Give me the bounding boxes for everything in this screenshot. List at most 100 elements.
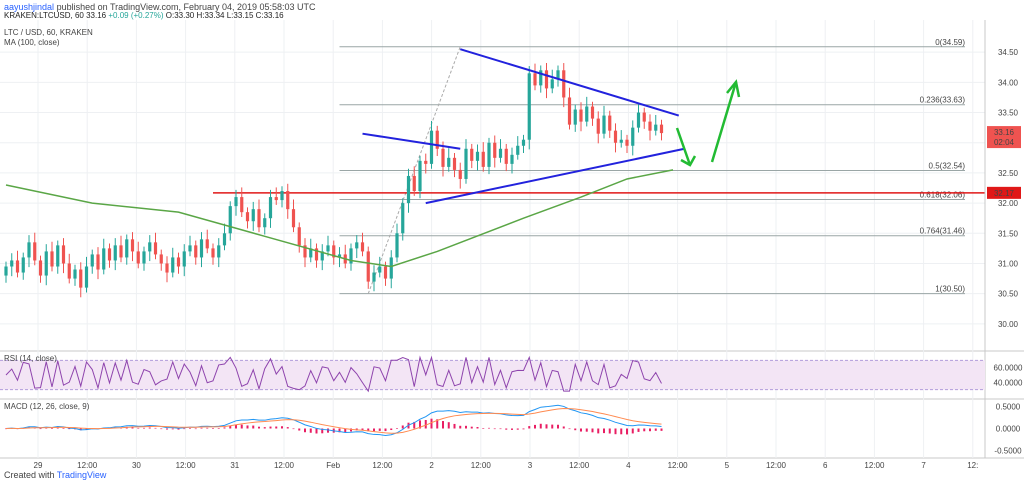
candle-body (217, 245, 221, 258)
candle-body (608, 115, 612, 131)
ma-legend: MA (100, close) (4, 38, 60, 47)
candles (4, 63, 664, 298)
publish-info: published on TradingView.com, February 0… (56, 2, 316, 12)
macd-histogram-bar (378, 428, 381, 431)
macd-histogram-bar (419, 420, 421, 429)
candle-body (406, 175, 411, 204)
candle-body (297, 227, 301, 246)
tradingview-logo[interactable]: TradingView (56, 470, 107, 480)
macd-histogram-bar (424, 419, 427, 429)
candle-body (556, 70, 560, 80)
time-tick-label: 30 (132, 461, 141, 470)
author-link[interactable]: aayushjindal (4, 2, 55, 12)
candle-body (659, 124, 664, 134)
candle-body (401, 203, 405, 234)
candle-body (199, 239, 204, 258)
macd-histogram-bar (154, 427, 157, 429)
macd-histogram-bar (654, 428, 657, 431)
macd-histogram-bar (436, 419, 439, 429)
candle-body (119, 245, 123, 258)
price-tick-label: 32.50 (998, 169, 1019, 178)
down-arrow-head (680, 155, 697, 167)
time-tick-label: 7 (921, 461, 926, 470)
candle-body (56, 245, 60, 267)
candle-body (378, 266, 382, 273)
candle-body (165, 263, 169, 273)
candle-body (429, 130, 434, 164)
trendline (425, 147, 685, 205)
candle-body (585, 106, 589, 122)
macd-histogram-bar (603, 428, 605, 434)
macd-histogram-bar (39, 428, 42, 430)
candle-body (631, 127, 635, 146)
macd-histogram-bar (62, 428, 65, 429)
macd-histogram-bar (643, 428, 646, 432)
publish-line: aayushjindal published on TradingView.co… (4, 2, 316, 12)
macd-histogram-bar (361, 428, 364, 431)
last-price-badge (987, 126, 1021, 149)
macd-histogram-bar (580, 428, 582, 432)
candle-body (21, 257, 25, 273)
macd-histogram-bar (45, 427, 48, 429)
macd-histogram-bar (200, 427, 203, 429)
macd-histogram-bar (505, 428, 508, 430)
candle-body (596, 118, 600, 134)
price-axis[interactable]: 34.5034.0033.5033.0032.5032.0031.5031.00… (984, 20, 1021, 458)
price-chart[interactable]: 0(34.59) 0.236(33.63) 0.5(32.54) 0.618(32.0… (0, 20, 1024, 470)
support-badge (987, 186, 1021, 199)
candle-body (475, 151, 480, 161)
candle-body (309, 248, 313, 258)
macd-histogram-bar (373, 428, 375, 432)
candle-body (153, 242, 158, 255)
candle-body (487, 142, 491, 167)
time-tick-label: 12: (967, 461, 978, 470)
macd-histogram-bar (459, 425, 462, 429)
macd-histogram-bar (327, 428, 329, 433)
macd-tick-label: -0.5000 (994, 447, 1022, 456)
candle-body (130, 239, 135, 252)
time-tick-label: 12:00 (274, 461, 295, 470)
quote-line: KRAKEN:LTCUSD, 60 33.16 +0.09 (+0.27%) O… (4, 11, 284, 20)
macd-histogram-bar (56, 427, 59, 429)
candle-body (372, 272, 376, 282)
price-tick-label: 30.00 (998, 320, 1019, 329)
rsi-legend: RSI (14, close) (4, 354, 57, 363)
price-tick-label: 33.50 (998, 109, 1019, 118)
macd-histogram-bar (591, 428, 594, 433)
time-axis[interactable]: 29 12:00 30 12:00 31 12:00 Feb 12:00 2 12:00 3 12:0… (34, 461, 979, 470)
ma-100-line (5, 169, 674, 268)
macd-histogram-bar (511, 428, 513, 430)
time-tick-label: 12:00 (864, 461, 885, 470)
candle-body (188, 245, 192, 252)
macd-histogram-bar (68, 428, 71, 430)
price-tick-label: 34.50 (998, 48, 1019, 57)
candle-body (245, 212, 250, 222)
macd-histogram-bar (482, 428, 485, 429)
price-tick-label: 31.00 (998, 259, 1019, 268)
macd-histogram-bar (304, 428, 306, 433)
candle-body (441, 148, 445, 167)
candle-body (579, 109, 583, 122)
rsi-tick-label: 60.0000 (994, 364, 1023, 373)
candle-body (383, 266, 388, 279)
candle-body (33, 242, 37, 261)
rsi-panel: 60.0000 40.0000 (0, 355, 1023, 393)
candle-body (107, 248, 112, 261)
header: aayushjindal published on TradingView.co… (0, 0, 1024, 20)
macd-histogram-bar (660, 428, 663, 431)
macd-histogram-bar (321, 428, 324, 434)
macd-histogram-bar (183, 428, 186, 430)
price-tick-label: 31.50 (998, 229, 1019, 238)
candle-body (458, 169, 462, 179)
macd-histogram-bar (476, 427, 479, 429)
time-tick-label: 5 (725, 461, 730, 470)
macd-histogram-bar (631, 428, 634, 434)
down-arrow (675, 127, 692, 166)
candle-body (550, 79, 554, 89)
candle-body (516, 145, 520, 155)
macd-histogram-bar (562, 426, 565, 429)
fib-level-label: 0.236(33.63) (920, 96, 966, 105)
macd-histogram-bar (246, 425, 249, 429)
ohlc-values: O:33.30 H:33.34 L:33.15 C:33.16 (165, 11, 284, 20)
last-price-label: 33.16 (994, 128, 1015, 137)
